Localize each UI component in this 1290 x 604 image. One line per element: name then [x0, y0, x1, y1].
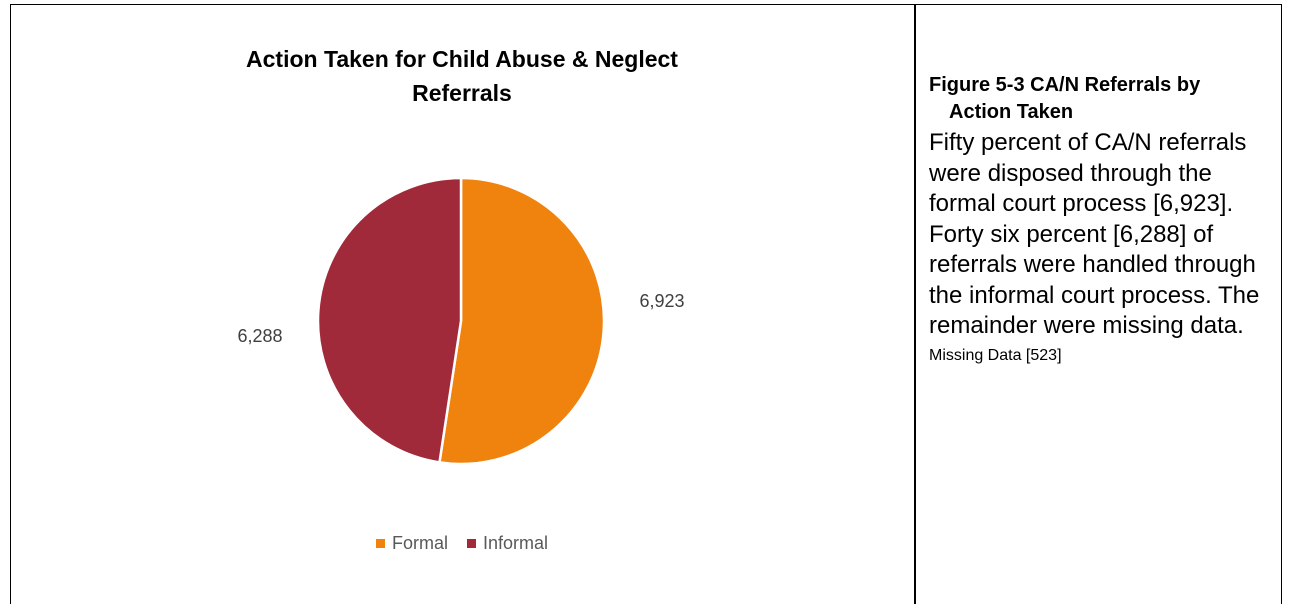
caption-title-line-2: Action Taken — [949, 101, 1074, 123]
pie-slice-formal — [438, 176, 606, 466]
chart-title: Action Taken for Child Abuse & Neglect R… — [0, 42, 924, 110]
column-divider — [914, 4, 916, 604]
figure-caption: Figure 5-3 CA/N Referrals by Action Take… — [929, 72, 1279, 367]
data-label-informal: 6,288 — [237, 326, 282, 346]
legend-swatch-informal — [467, 539, 476, 548]
caption-missing-data: Missing Data [523] — [929, 346, 1062, 364]
chart-title-line-2: Referrals — [412, 80, 512, 106]
pie-slice-informal — [316, 176, 463, 464]
table-border — [10, 4, 1282, 604]
legend-item-informal: Informal — [467, 533, 548, 554]
chart-legend: Formal Informal — [0, 532, 924, 554]
caption-body: Fifty percent of CA/N referrals were dis… — [929, 129, 1260, 339]
legend-label-informal: Informal — [483, 533, 549, 553]
legend-swatch-formal — [375, 539, 385, 548]
chart-title-line-1: Action Taken for Child Abuse & Neglect — [246, 46, 678, 72]
pie-chart: 6,923 6,288 — [237, 176, 685, 466]
legend-label-formal: Formal — [391, 533, 448, 553]
legend-item-formal: Formal — [375, 533, 448, 554]
caption-title: Figure 5-3 CA/N Referrals by Action Take… — [929, 72, 1279, 126]
caption-title-line-1: Figure 5-3 CA/N Referrals by — [929, 74, 1201, 96]
data-label-formal: 6,923 — [639, 291, 684, 311]
